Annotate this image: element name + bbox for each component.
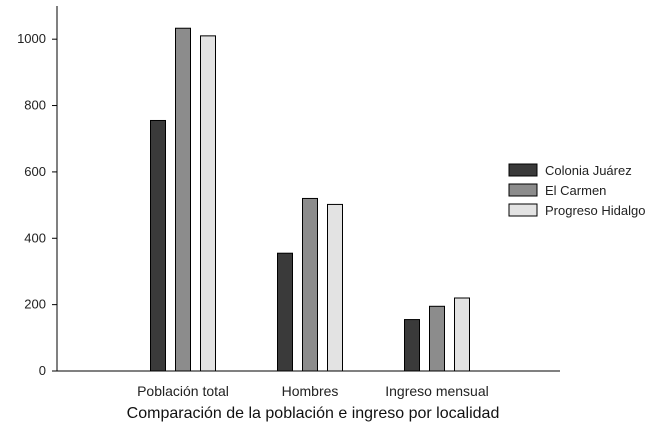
x-tick-label: Ingreso mensual [385, 383, 489, 399]
y-tick-label: 1000 [17, 31, 46, 46]
legend-swatch [508, 203, 538, 217]
bar-el-carmen-0 [175, 27, 191, 372]
bar-colonia-juarez-1 [277, 252, 293, 372]
bar-colonia-juarez-0 [150, 119, 166, 372]
legend-entry: El Carmen [545, 183, 606, 198]
bar-progreso-hidalgo-0 [200, 35, 216, 372]
y-tick-label: 800 [24, 98, 46, 113]
x-tick-label: Población total [137, 383, 229, 399]
x-tick-label: Hombres [282, 383, 339, 399]
bar-progreso-hidalgo-2 [454, 297, 470, 372]
legend-swatch [508, 163, 538, 177]
legend-swatch [508, 183, 538, 197]
y-axis: 0 200 400 600 800 1000 [17, 6, 58, 378]
legend-entry: Colonia Juárez [545, 163, 632, 178]
x-axis-label: Comparación de la población e ingreso po… [127, 405, 500, 422]
x-axis: Población total Hombres Ingreso mensual [57, 370, 560, 399]
y-tick-label: 600 [24, 164, 46, 179]
bar-progreso-hidalgo-1 [327, 203, 343, 372]
legend: Colonia Juárez El Carmen Progreso Hidalgo [508, 163, 645, 218]
y-tick-label: 400 [24, 230, 46, 245]
bar-el-carmen-1 [302, 197, 318, 372]
bar-el-carmen-2 [429, 305, 445, 372]
y-tick-label: 0 [39, 363, 46, 378]
bars [150, 27, 470, 372]
legend-entry: Progreso Hidalgo [545, 203, 645, 218]
y-tick-label: 200 [24, 297, 46, 312]
bar-colonia-juarez-2 [404, 319, 420, 372]
